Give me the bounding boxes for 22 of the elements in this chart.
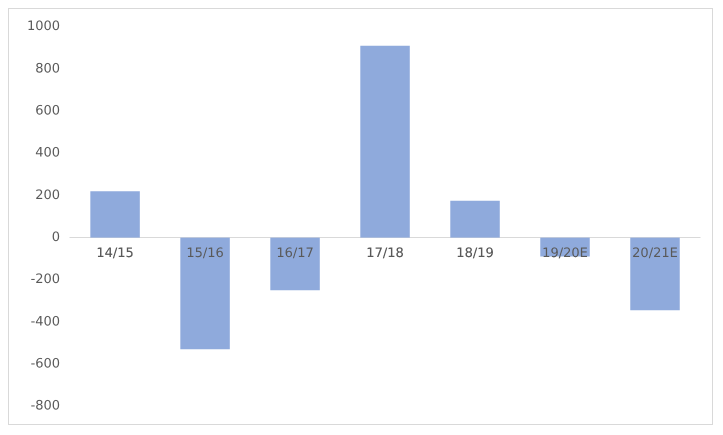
bar bbox=[270, 238, 320, 290]
y-tick-label: -200 bbox=[30, 272, 60, 288]
x-tick-label: 17/18 bbox=[366, 246, 404, 261]
y-tick-label: -600 bbox=[30, 356, 60, 372]
y-tick-label: 400 bbox=[35, 146, 60, 161]
x-tick-label: 20/21E bbox=[632, 246, 678, 261]
y-tick-label: 800 bbox=[35, 61, 60, 76]
y-tick-label: -400 bbox=[30, 314, 60, 330]
x-tick-label: 15/16 bbox=[186, 246, 224, 261]
bar bbox=[450, 200, 500, 238]
bar bbox=[360, 46, 410, 238]
bar bbox=[630, 238, 680, 310]
bar bbox=[180, 238, 230, 350]
y-tick-label: 200 bbox=[35, 188, 60, 203]
bar bbox=[90, 191, 140, 238]
x-tick-label: 18/19 bbox=[456, 246, 494, 261]
x-tick-label: 16/17 bbox=[276, 246, 314, 261]
y-tick-label: 600 bbox=[35, 103, 60, 118]
y-tick-label: 1000 bbox=[26, 19, 60, 34]
y-tick-label: -800 bbox=[30, 398, 60, 414]
x-tick-label: 14/15 bbox=[96, 246, 134, 261]
y-tick-label: 0 bbox=[52, 230, 60, 245]
